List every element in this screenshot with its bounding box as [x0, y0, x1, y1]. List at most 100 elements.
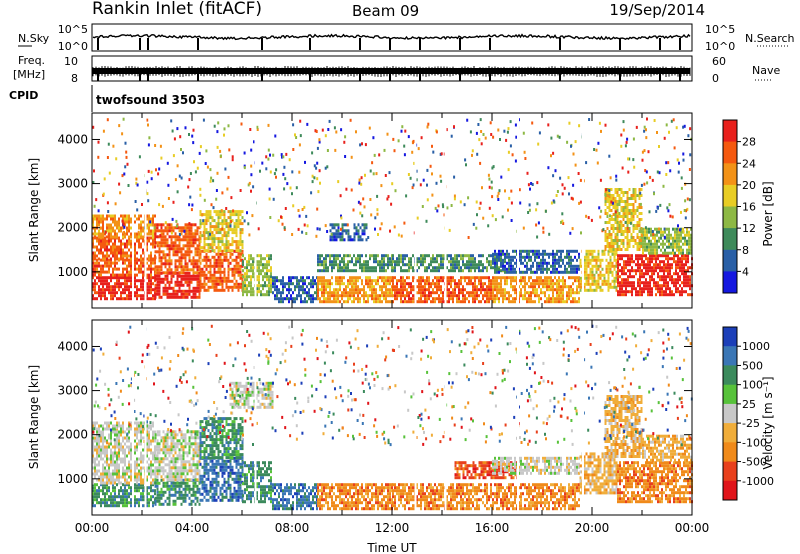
- heatmap-cell: [612, 206, 615, 209]
- heatmap-cell: [106, 229, 108, 233]
- heatmap-cell: [648, 239, 650, 243]
- heatmap-cell: [599, 258, 602, 262]
- heatmap-cell: [643, 260, 645, 264]
- heatmap-cell: [632, 158, 635, 162]
- heatmap-cell: [636, 224, 639, 227]
- heatmap-cell: [400, 297, 402, 301]
- heatmap-cell: [221, 237, 224, 241]
- heatmap-cell: [280, 297, 282, 301]
- heatmap-cell: [239, 267, 242, 271]
- heatmap-cell: [321, 282, 323, 286]
- heatmap-cell: [219, 249, 222, 253]
- heatmap-cell: [176, 289, 179, 293]
- heatmap-cell: [619, 263, 621, 267]
- heatmap-cell: [190, 235, 193, 239]
- heatmap-cell: [355, 285, 357, 289]
- heatmap-cell: [196, 274, 199, 278]
- heatmap-cell: [122, 226, 124, 230]
- heatmap-cell: [333, 223, 336, 227]
- heatmap-cell: [182, 235, 185, 239]
- heatmap-cell: [359, 291, 361, 295]
- heatmap-cell: [209, 246, 212, 250]
- heatmap-cell: [500, 282, 502, 286]
- heatmap-cell: [621, 284, 623, 288]
- heatmap-cell: [114, 261, 116, 265]
- heatmap-cell: [371, 291, 373, 295]
- heatmap-cell: [446, 254, 448, 258]
- heatmap-cell: [420, 279, 422, 283]
- heatmap-cell: [468, 294, 470, 298]
- heatmap-cell: [176, 259, 179, 263]
- heatmap-cell: [201, 267, 204, 271]
- heatmap-cell: [213, 282, 216, 286]
- heatmap-cell: [375, 300, 377, 304]
- heatmap-cell: [223, 267, 226, 271]
- heatmap-cell: [690, 227, 692, 231]
- heatmap-cell: [211, 246, 214, 250]
- heatmap-cell: [514, 285, 516, 289]
- heatmap-cell: [199, 279, 202, 283]
- heatmap-cell: [174, 289, 177, 293]
- heatmap-cell: [357, 223, 360, 227]
- heatmap-cell: [265, 155, 268, 159]
- heatmap-cell: [166, 223, 169, 227]
- heatmap-cell: [215, 225, 218, 229]
- heatmap-cell: [643, 254, 645, 258]
- heatmap-cell: [642, 227, 644, 231]
- heatmap-cell: [266, 290, 268, 294]
- heatmap-cell: [620, 197, 623, 200]
- heatmap-cell: [172, 229, 175, 233]
- heatmap-cell: [625, 260, 627, 264]
- heatmap-cell: [227, 285, 230, 289]
- heatmap-cell: [599, 276, 602, 280]
- heatmap-cell: [498, 258, 500, 262]
- heatmap-cell: [138, 242, 140, 246]
- heatmap-cell: [458, 263, 460, 267]
- heatmap-cell: [231, 279, 234, 283]
- heatmap-cell: [520, 282, 522, 286]
- heatmap-cell: [244, 257, 246, 261]
- heatmap-cell: [657, 287, 659, 291]
- heatmap-cell: [170, 229, 173, 233]
- heatmap-cell: [188, 289, 191, 293]
- heatmap-cell: [492, 261, 494, 265]
- heatmap-cell: [650, 251, 652, 255]
- heatmap-cell: [108, 239, 110, 243]
- heatmap-cell: [690, 239, 692, 243]
- heatmap-cell: [626, 239, 629, 242]
- heatmap-cell: [221, 261, 224, 265]
- heatmap-cell: [335, 294, 337, 298]
- heatmap-cell: [164, 256, 167, 260]
- heatmap-cell: [597, 273, 600, 277]
- heatmap-cell: [126, 297, 128, 301]
- heatmap-cell: [526, 291, 528, 295]
- heatmap-cell: [349, 260, 351, 264]
- heatmap-cell: [637, 293, 639, 297]
- heatmap-cell: [162, 253, 165, 257]
- heatmap-cell: [110, 279, 112, 283]
- heatmap-cell: [262, 287, 264, 291]
- heatmap-cell: [250, 290, 252, 294]
- heatmap-cell: [663, 260, 665, 264]
- heatmap-cell: [174, 238, 177, 242]
- heatmap-cell: [593, 288, 596, 292]
- heatmap-cell: [359, 300, 361, 304]
- heatmap-cell: [124, 288, 126, 292]
- heatmap-cell: [387, 260, 389, 264]
- heatmap-cell: [532, 261, 534, 265]
- heatmap-cell: [128, 291, 130, 295]
- heatmap-cell: [272, 279, 274, 283]
- heatmap-cell: [226, 187, 229, 191]
- heatmap-cell: [507, 208, 509, 212]
- heatmap-cell: [180, 262, 183, 266]
- heatmap-cell: [639, 202, 642, 206]
- heatmap-cell: [593, 276, 596, 280]
- heatmap-cell: [464, 297, 466, 301]
- heatmap-cell: [510, 264, 512, 268]
- heatmap-cell: [679, 260, 681, 264]
- heatmap-cell: [632, 188, 635, 191]
- heatmap-cell: [585, 264, 588, 268]
- heatmap-cell: [152, 245, 154, 249]
- heatmap-cell: [428, 279, 430, 283]
- heatmap-cell: [478, 279, 480, 283]
